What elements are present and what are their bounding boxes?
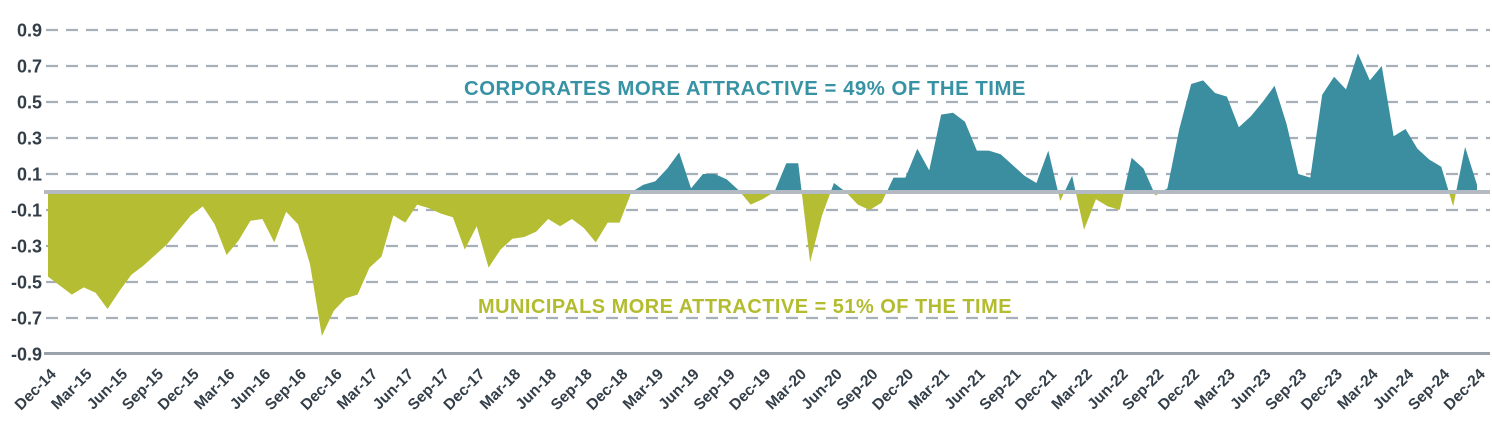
- y-axis-label: -0.3: [11, 237, 42, 257]
- y-axis-label: -0.1: [11, 201, 42, 221]
- municipals-area-series: [48, 192, 1477, 336]
- corporates-annotation: CORPORATES MORE ATTRACTIVE = 49% OF THE …: [464, 78, 1026, 100]
- y-axis-label: 0.9: [17, 21, 42, 41]
- y-axis-tick-labels: 0.9 0.7 0.5 0.3 0.1 -0.1 -0.3 -0.5 -0.7 -0.9: [11, 21, 42, 365]
- x-axis-label: Dec-24: [1441, 366, 1489, 414]
- y-axis-label: 0.5: [17, 93, 42, 113]
- y-axis-label: 0.7: [17, 57, 42, 77]
- y-axis-label: 0.3: [17, 129, 42, 149]
- y-axis-label: -0.9: [11, 345, 42, 365]
- x-axis-tick-labels: Dec-14Mar-15Jun-15Sep-15Dec-15Mar-16Jun-…: [12, 366, 1489, 414]
- corporates-area-series: [48, 53, 1477, 192]
- municipals-annotation: MUNICIPALS MORE ATTRACTIVE = 51% OF THE …: [478, 296, 1012, 318]
- y-axis-label: 0.1: [17, 165, 42, 185]
- y-axis-label: -0.7: [11, 309, 42, 329]
- y-axis-label: -0.5: [11, 273, 42, 293]
